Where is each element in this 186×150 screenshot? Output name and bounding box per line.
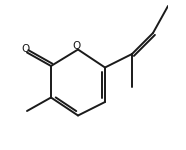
Text: O: O bbox=[72, 41, 81, 51]
Text: O: O bbox=[21, 45, 30, 54]
